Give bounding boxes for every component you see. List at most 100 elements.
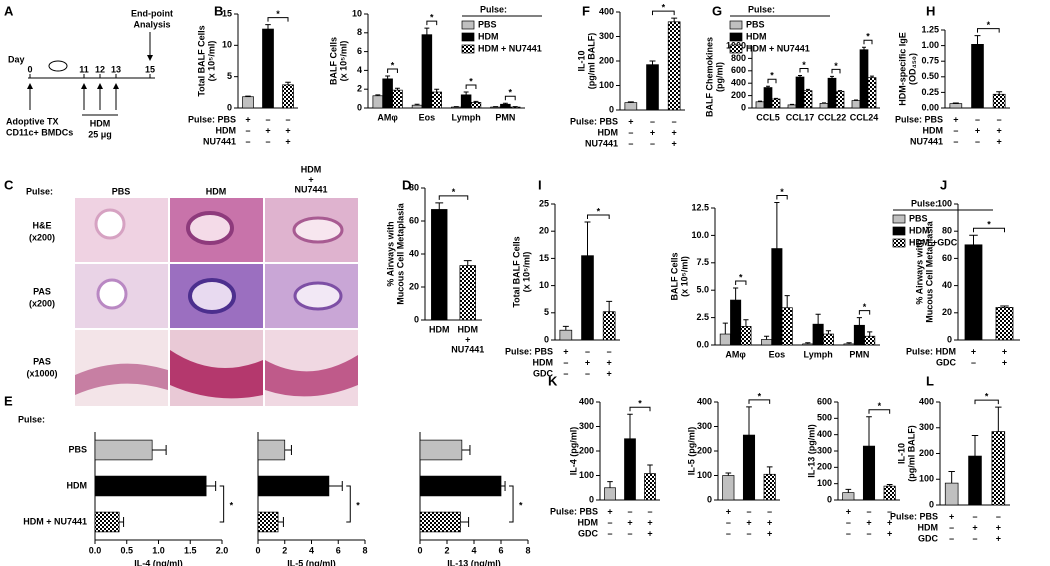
bar <box>842 492 855 501</box>
error-bar <box>245 95 251 97</box>
x-tick-label: 8 <box>525 545 530 555</box>
table-mark: – <box>672 116 677 126</box>
bar <box>624 438 636 501</box>
bar <box>451 106 462 109</box>
legend-label: PBS <box>478 19 497 29</box>
bar <box>624 102 638 111</box>
table-mark: + <box>607 357 612 367</box>
y-axis-title: IL-10 <box>896 443 906 464</box>
category-label: PMN <box>495 112 515 122</box>
significance-label: * <box>834 61 838 71</box>
error-bar <box>825 330 832 335</box>
transfer-label: CD11c+ BMDCs <box>6 127 73 137</box>
table-mark: + <box>627 517 632 527</box>
x-tick-label: 1.5 <box>184 545 197 555</box>
table-label: HDM <box>533 357 554 367</box>
y-tick-label: 300 <box>697 421 712 431</box>
significance-bracket <box>767 78 777 84</box>
error-bar <box>886 483 893 487</box>
y-axis-title: Mucous Cell Metaplasia <box>395 202 405 305</box>
error-bar <box>846 342 852 344</box>
bar <box>740 326 752 346</box>
table-mark: + <box>767 528 772 538</box>
error-bar <box>862 46 866 50</box>
table-mark: – <box>563 368 568 378</box>
table-mark: – <box>975 136 980 146</box>
y-axis-title: (x 10⁵/ml) <box>679 256 689 297</box>
y-tick-label: 2 <box>357 84 362 94</box>
category-label: Lymph <box>452 112 481 122</box>
bar <box>460 94 472 109</box>
error-bar <box>838 90 842 92</box>
y-tick-label: 10.0 <box>691 230 709 240</box>
table-label: GDC <box>918 533 939 543</box>
significance-label: * <box>770 71 774 81</box>
y-axis-title: (OD₄₅₀) <box>907 53 917 85</box>
significance-bracket <box>346 485 351 523</box>
y-axis-title: Total BALF Cells <box>196 25 206 96</box>
bar <box>763 87 773 109</box>
y-tick-label: 80 <box>942 226 952 236</box>
bar <box>742 434 756 501</box>
table-mark: – <box>866 506 871 516</box>
significance-bracket <box>426 20 438 26</box>
row-label: (x200) <box>29 298 55 308</box>
y-tick-label: 25 <box>539 198 549 208</box>
pulse-label: 25 μg <box>88 129 112 139</box>
x-tick-label: 0.5 <box>120 545 133 555</box>
error-bar <box>996 91 1003 95</box>
day-label: 15 <box>145 64 155 74</box>
error-bar <box>733 287 739 301</box>
table-label: HDM <box>216 125 237 135</box>
bar <box>604 487 616 501</box>
bar <box>372 95 384 109</box>
y-axis-title: BALF Cells <box>328 37 338 85</box>
panel-label: I <box>538 177 542 192</box>
category-label: CCL22 <box>818 112 847 122</box>
y-tick-label: 400 <box>697 396 712 406</box>
error-bar <box>461 445 471 455</box>
bar <box>419 439 463 461</box>
column-label: HDM <box>301 164 322 174</box>
category-label: AMφ <box>377 112 398 122</box>
significance-bracket <box>438 195 469 200</box>
category-label: PMN <box>849 349 869 359</box>
y-axis-title: (x 10⁵/ml) <box>206 41 216 82</box>
table-mark: – <box>647 506 652 516</box>
bar <box>843 343 855 346</box>
day-label: 0 <box>27 64 32 74</box>
table-mark: – <box>953 136 958 146</box>
y-tick-label: 200 <box>697 445 712 455</box>
error-bar <box>763 335 770 340</box>
table-mark: – <box>996 511 1001 521</box>
y-tick-label: 200 <box>599 55 614 65</box>
bar <box>411 104 423 109</box>
significance-label: * <box>739 272 743 282</box>
significance-label: * <box>230 500 234 510</box>
table-mark: – <box>628 127 633 137</box>
x-tick-label: 4 <box>471 545 476 555</box>
bar <box>883 485 896 501</box>
error-bar <box>649 60 656 65</box>
error-bar <box>501 481 506 491</box>
error-bar <box>671 17 678 22</box>
error-bar <box>952 102 959 104</box>
table-mark: + <box>265 125 270 135</box>
table-mark: – <box>585 368 590 378</box>
table-mark: + <box>746 517 751 527</box>
error-bar <box>206 481 217 491</box>
category-label: Eos <box>769 349 786 359</box>
table-mark: + <box>607 506 612 516</box>
y-axis-title: Mucous Cell Metaplasia <box>924 220 934 323</box>
bar <box>827 77 837 109</box>
bar <box>257 475 330 497</box>
table-mark: + <box>563 346 568 356</box>
category-label: HDM <box>458 324 479 334</box>
significance-label: * <box>985 392 989 402</box>
legend-label: HDM +GDC <box>909 237 958 247</box>
table-mark: + <box>997 136 1002 146</box>
bar <box>949 103 963 109</box>
bar <box>787 104 797 109</box>
bar <box>94 475 207 497</box>
